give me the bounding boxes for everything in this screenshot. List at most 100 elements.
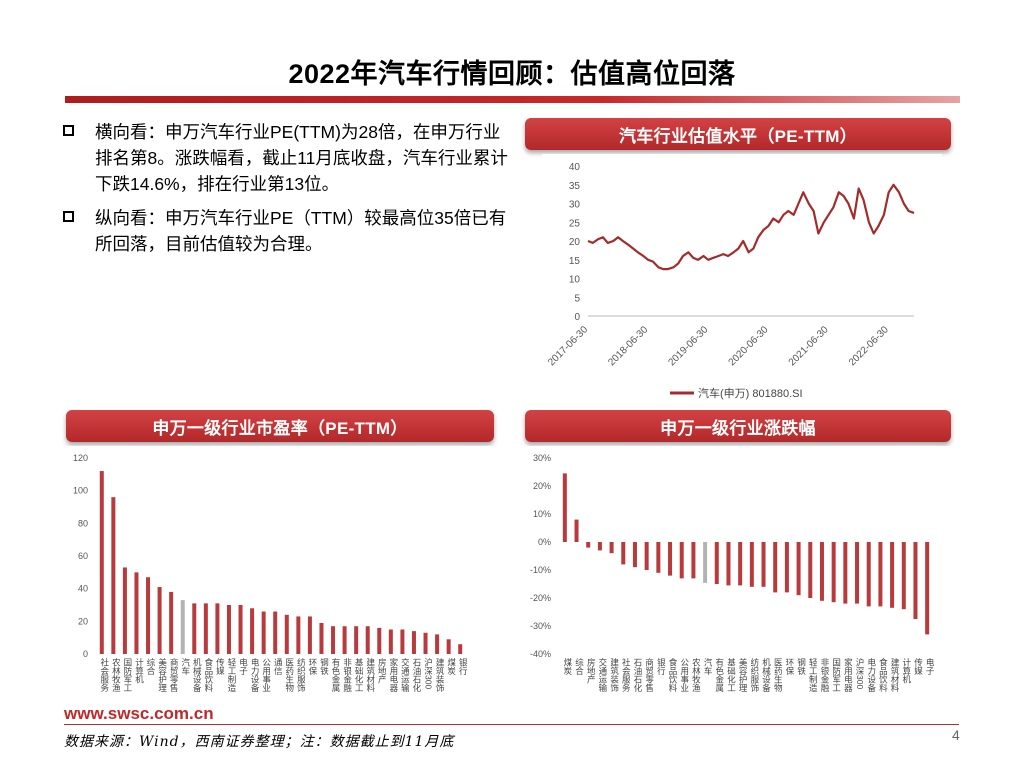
bar-非银金融 xyxy=(819,542,824,601)
x-tick-label: 电力设备 xyxy=(867,657,877,693)
x-tick-label: 食品饮料 xyxy=(878,657,888,693)
series-line-auto xyxy=(587,183,915,271)
y-tick-label: -10% xyxy=(530,565,551,575)
x-tick-label: 食品饮料 xyxy=(204,657,214,693)
y-tick-label: 80 xyxy=(78,518,88,528)
bar-沪深300 xyxy=(855,542,860,604)
x-tick-label: 2022-06-30 xyxy=(847,324,891,368)
bar-食品饮料 xyxy=(668,542,673,576)
bar-沪深300 xyxy=(423,632,428,654)
bar-计算机 xyxy=(134,572,139,654)
bar-纺织服饰 xyxy=(296,616,301,654)
bar-食品饮料 xyxy=(878,542,883,607)
bullet-text: 纵向看：申万汽车行业PE（TTM）较最高位35倍已有所回落，目前估值较为合理。 xyxy=(95,208,507,254)
y-tick-label: -40% xyxy=(530,649,551,659)
y-tick-label: -30% xyxy=(530,621,551,631)
y-tick-label: 10 xyxy=(569,275,581,286)
bar-社会服务 xyxy=(621,542,626,565)
x-tick-label: 美容护理 xyxy=(738,657,748,692)
legend-label: 汽车(申万) 801880.SI xyxy=(698,386,803,400)
bar-汽车 xyxy=(703,542,708,583)
bar-基础化工 xyxy=(354,626,359,654)
x-tick-label: 钢铁 xyxy=(797,657,807,676)
x-tick-label: 食品饮料 xyxy=(668,657,678,693)
x-tick-label: 商贸零售 xyxy=(645,657,655,693)
bar-钢铁 xyxy=(319,622,324,654)
bar-有色金属 xyxy=(714,542,719,584)
x-tick-label: 综合 xyxy=(146,657,156,676)
x-tick-label: 交通运输 xyxy=(400,657,410,693)
bar-房地产 xyxy=(377,627,382,654)
bar-农林牧渔 xyxy=(111,497,116,654)
pe-trend-chart: 0 5 10 15 20 25 30 35 40 2017-06-30 2018-06-30 2019… xyxy=(542,154,942,408)
bar-有色金属 xyxy=(331,626,336,654)
footer-url[interactable]: www.swsc.com.cn xyxy=(64,704,214,723)
title-rule xyxy=(65,96,960,103)
page-number: 4 xyxy=(952,727,960,743)
x-tick-label: 国防军工 xyxy=(123,658,133,692)
bar-公用事业 xyxy=(261,611,266,654)
bar-建筑材料 xyxy=(365,626,370,654)
x-tick-label: 电力设备 xyxy=(250,657,260,693)
y-tick-label: 35 xyxy=(569,181,581,192)
bar-房地产 xyxy=(586,542,591,548)
bar-煤炭 xyxy=(446,639,451,654)
return-industry-chart: -40% -30% -20% -10% 0% 10% 20% 30% 煤炭 综合 房地产 交通运输 建筑… xyxy=(525,446,951,698)
x-tick-label: 银行 xyxy=(656,657,666,676)
x-tick-label: 交通运输 xyxy=(598,657,608,693)
source-note: 数据来源：Wind，西南证券整理；注：数据截止到11月底 xyxy=(64,734,455,750)
pe-industry-chart: 0 20 40 60 80 100 120 社会服务 农林牧渔 国防军工 计算机 综合 美容护理 商贸零售… xyxy=(66,446,494,698)
x-tick-label: 计算机 xyxy=(902,657,912,684)
x-tick-label: 建筑装饰 xyxy=(610,657,620,693)
x-tick-label: 机械设备 xyxy=(762,657,772,693)
x-tick-label: 2020-06-30 xyxy=(727,324,771,368)
bar-电子 xyxy=(925,542,930,635)
bar-建筑材料 xyxy=(890,542,895,608)
x-tick-label: 汽车 xyxy=(703,657,713,676)
bar-银行 xyxy=(656,542,661,573)
x-tick-label: 房地产 xyxy=(586,657,596,684)
x-tick-label: 公用事业 xyxy=(680,658,690,692)
x-tick-label: 非银金融 xyxy=(343,657,353,693)
bar-环保 xyxy=(784,542,789,593)
x-tick-label: 农林牧渔 xyxy=(691,657,701,692)
y-tick-label: 0 xyxy=(83,649,88,659)
x-tick-label: 电子 xyxy=(925,657,935,675)
bar-商贸零售 xyxy=(169,591,174,654)
bar-社会服务 xyxy=(99,471,104,654)
y-tick-label: 10% xyxy=(533,509,551,519)
page-title: 2022年汽车行情回顾：估值高位回落 xyxy=(288,59,736,89)
bar-传媒 xyxy=(913,542,918,619)
x-tick-label: 纺织服饰 xyxy=(296,657,306,693)
x-tick-label: 煤炭 xyxy=(447,657,457,676)
bar-钢铁 xyxy=(796,542,801,596)
bar-环保 xyxy=(307,616,312,654)
x-tick-label: 家用电器 xyxy=(843,657,853,693)
y-tick-label: 60 xyxy=(78,551,88,561)
bar-轻工制造 xyxy=(808,542,813,598)
return-industry-panel-title: 申万一级行业涨跌幅 xyxy=(525,410,951,442)
y-tick-label: 15 xyxy=(569,256,581,267)
x-tick-label: 建筑材料 xyxy=(890,657,900,693)
return-industry-svg: -40%-30%-20%-10%0%10%20%30%煤炭 综合 房地产 交通运输 建筑… xyxy=(530,453,935,693)
bar-农林牧渔 xyxy=(691,542,696,579)
bar-综合 xyxy=(146,577,151,654)
x-tick-label: 商贸零售 xyxy=(169,657,179,693)
bar-交通运输 xyxy=(400,629,405,654)
x-tick-label: 轻工制造 xyxy=(227,657,237,693)
x-tick-label: 家用电器 xyxy=(389,657,399,693)
bar-石油石化 xyxy=(632,542,637,568)
x-tick-label: 通信 xyxy=(273,657,283,676)
y-tick-label: -20% xyxy=(530,593,551,603)
bar-商贸零售 xyxy=(644,542,649,570)
bar-银行 xyxy=(458,644,463,654)
x-tick-label: 2017-06-30 xyxy=(546,324,590,368)
bar-石油石化 xyxy=(411,631,416,654)
bar-非银金融 xyxy=(342,626,347,654)
bar-基础化工 xyxy=(726,542,731,586)
bullet-item: 纵向看：申万汽车行业PE（TTM）较最高位35倍已有所回落，目前估值较为合理。 xyxy=(62,205,512,257)
x-tick-label: 医药生物 xyxy=(773,658,783,693)
x-tick-label: 汽车 xyxy=(181,657,191,676)
x-tick-label: 房地产 xyxy=(377,657,387,684)
y-tick-label: 30% xyxy=(533,453,551,463)
